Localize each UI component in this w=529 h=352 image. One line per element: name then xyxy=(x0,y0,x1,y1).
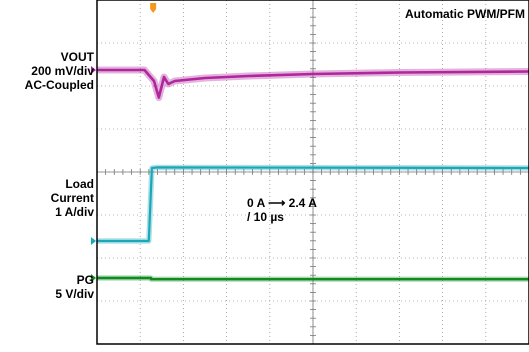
load-step-annotation: 0 A ⟶ 2.4 A / 10 µs xyxy=(247,196,317,224)
pg-trace xyxy=(97,276,529,281)
vout-label-line: VOUT xyxy=(60,50,94,64)
load-current-channel-label: Load Current 1 A/div xyxy=(51,177,94,219)
trigger-position-marker xyxy=(150,3,157,13)
vout-label-line: 200 mV/div xyxy=(31,64,94,78)
load-label-line: Load xyxy=(65,177,94,191)
plot-title: Automatic PWM/PFM xyxy=(405,7,525,21)
annotation-line: / 10 µs xyxy=(247,210,284,224)
plot-border xyxy=(96,0,529,345)
pg-channel-label: PG 5 V/div xyxy=(55,273,94,301)
pg-label-line: PG xyxy=(76,273,94,287)
vout-trace xyxy=(97,68,529,99)
vout-channel-marker xyxy=(91,66,96,74)
load-label-line: 1 A/div xyxy=(55,205,94,219)
load-label-line: Current xyxy=(50,191,94,205)
grid xyxy=(96,0,529,345)
vout-label-line: AC-Coupled xyxy=(24,78,94,92)
load-channel-marker xyxy=(91,237,96,245)
traces xyxy=(97,66,529,282)
load-trace xyxy=(97,166,529,243)
pg-channel-marker xyxy=(91,274,96,282)
channel-markers xyxy=(91,3,157,282)
annotation-line: 0 A ⟶ 2.4 A xyxy=(247,196,317,210)
vout-channel-label: VOUT 200 mV/div AC-Coupled xyxy=(25,50,94,92)
pg-label-line: 5 V/div xyxy=(55,287,94,301)
